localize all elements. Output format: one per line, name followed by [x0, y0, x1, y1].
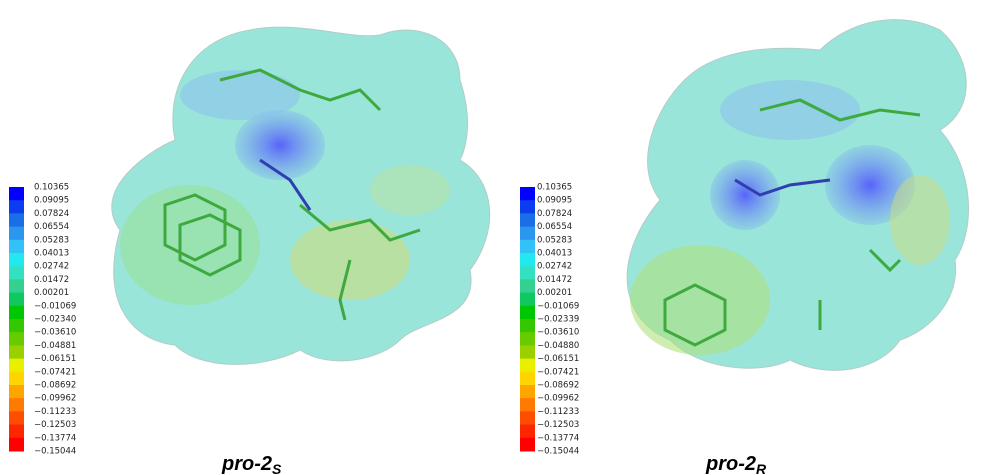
legend-label: −0.08692: [537, 381, 579, 391]
legend-swatch: [520, 332, 535, 346]
legend-label: −0.12503: [34, 420, 76, 430]
legend-swatch: [9, 187, 24, 201]
legend-label: 0.04013: [537, 249, 572, 259]
molecule-surface-left: [112, 27, 490, 364]
legend-swatch: [520, 411, 535, 425]
legend-label: 0.10365: [537, 183, 572, 193]
legend-label: −0.07421: [34, 367, 76, 377]
legend-label: −0.13774: [34, 433, 76, 443]
legend-label: 0.05283: [34, 235, 69, 245]
legend-swatch: [9, 213, 24, 227]
legend-label: 0.06554: [537, 222, 572, 232]
legend-swatch: [520, 359, 535, 373]
legend-label: 0.02742: [34, 262, 69, 272]
legend-swatch: [520, 253, 535, 267]
caption-subscript: S: [272, 461, 282, 475]
legend-swatch: [9, 438, 24, 452]
figure-canvas: 0.10365 0.09095 0.07824 0.06554 0.05283 0.040…: [0, 0, 982, 475]
legend-label: −0.08692: [34, 381, 76, 391]
colorbar-legend: 0.10365 0.09095 0.07824 0.06554 0.05283 0.040…: [520, 183, 579, 457]
legend-swatch: [520, 187, 535, 201]
legend-swatch: [520, 266, 535, 280]
legend-label: 0.09095: [537, 196, 572, 206]
legend-swatch: [520, 227, 535, 241]
legend-label: 0.10365: [34, 183, 69, 193]
legend-swatch: [520, 293, 535, 307]
legend-label: −0.09962: [34, 394, 76, 404]
legend-swatch: [9, 359, 24, 373]
panel-caption: pro-2S: [221, 453, 282, 475]
legend-label: −0.02340: [34, 315, 76, 325]
legend-swatch: [9, 266, 24, 280]
legend-label: 0.05283: [537, 235, 572, 245]
legend-label: −0.04880: [537, 341, 579, 351]
legend-label: 0.02742: [537, 262, 572, 272]
legend-swatch: [520, 200, 535, 214]
legend-label: −0.12503: [537, 420, 579, 430]
legend-swatch: [520, 398, 535, 412]
legend-swatch: [9, 293, 24, 307]
caption-text: pro-2: [221, 453, 272, 475]
legend-swatch: [520, 306, 535, 320]
legend-swatch: [9, 253, 24, 267]
legend-swatch: [520, 213, 535, 227]
legend-swatch: [9, 200, 24, 214]
panel-caption: pro-2R: [705, 453, 767, 475]
legend-label: −0.15044: [34, 447, 76, 457]
legend-label: −0.06151: [537, 354, 579, 364]
legend-label: −0.11233: [34, 407, 76, 417]
caption-subscript: R: [756, 461, 767, 475]
legend-label: −0.03610: [34, 328, 76, 338]
legend-label: 0.04013: [34, 249, 69, 259]
legend-swatch: [9, 240, 24, 254]
legend-label: −0.09962: [537, 394, 579, 404]
legend-swatch: [9, 332, 24, 346]
legend-label: −0.03610: [537, 328, 579, 338]
colorbar-legend: 0.10365 0.09095 0.07824 0.06554 0.05283 0.040…: [9, 183, 76, 457]
legend-swatch: [520, 372, 535, 386]
legend-label: −0.11233: [537, 407, 579, 417]
legend-label: −0.01069: [34, 301, 76, 311]
legend-swatch: [9, 411, 24, 425]
legend-label: 0.06554: [34, 222, 69, 232]
legend-label: −0.07421: [537, 367, 579, 377]
legend-label: −0.04881: [34, 341, 76, 351]
legend-label: 0.01472: [537, 275, 572, 285]
legend-swatch: [9, 372, 24, 386]
legend-swatch: [520, 345, 535, 359]
legend-label: 0.00201: [537, 288, 572, 298]
legend-swatch: [9, 425, 24, 439]
legend-label: 0.01472: [34, 275, 69, 285]
legend-label: −0.01069: [537, 301, 579, 311]
legend-label: 0.00201: [34, 288, 69, 298]
legend-swatch: [9, 227, 24, 241]
legend-label: 0.09095: [34, 196, 69, 206]
figure: 0.10365 0.09095 0.07824 0.06554 0.05283 0.040…: [0, 0, 982, 475]
legend-label: −0.15044: [537, 447, 579, 457]
caption-text: pro-2: [705, 453, 756, 475]
legend-swatch: [520, 425, 535, 439]
legend-swatch: [520, 438, 535, 452]
legend-swatch: [520, 319, 535, 333]
legend-label: −0.02339: [537, 315, 579, 325]
legend-swatch: [9, 385, 24, 399]
legend-swatch: [9, 345, 24, 359]
legend-label: 0.07824: [34, 209, 69, 219]
legend-label: −0.13774: [537, 433, 579, 443]
legend-label: 0.07824: [537, 209, 572, 219]
legend-swatch: [520, 279, 535, 293]
legend-swatch: [9, 319, 24, 333]
legend-swatch: [9, 279, 24, 293]
legend-swatch: [9, 306, 24, 320]
molecule-surface-right: [627, 20, 968, 371]
legend-label: −0.06151: [34, 354, 76, 364]
legend-swatch: [9, 398, 24, 412]
legend-swatch: [520, 385, 535, 399]
legend-swatch: [520, 240, 535, 254]
